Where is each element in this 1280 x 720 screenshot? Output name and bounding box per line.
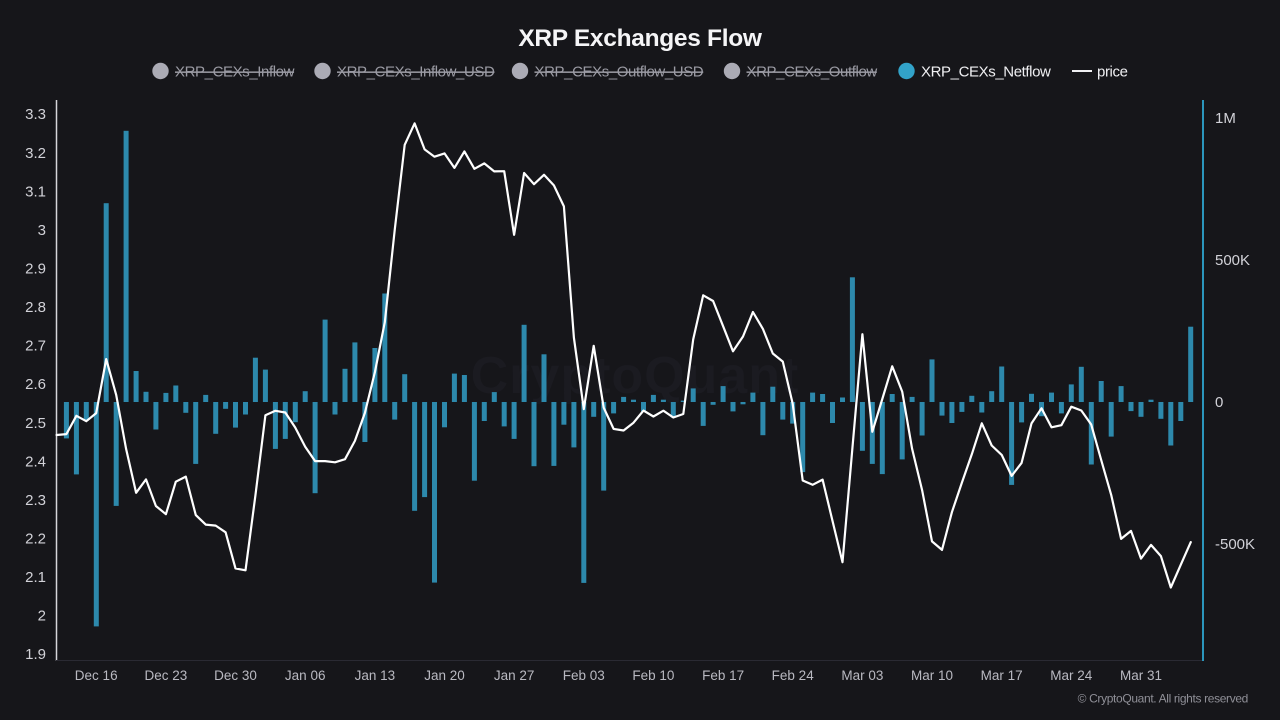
svg-text:Jan 13: Jan 13 <box>355 668 396 683</box>
svg-text:Dec 16: Dec 16 <box>75 668 118 683</box>
svg-text:Mar 24: Mar 24 <box>1050 668 1093 683</box>
svg-text:2.8: 2.8 <box>25 299 46 316</box>
svg-text:2.4: 2.4 <box>25 453 46 470</box>
svg-text:XRP_CEXs_Inflow_USD: XRP_CEXs_Inflow_USD <box>337 64 495 81</box>
svg-text:2.7: 2.7 <box>25 338 46 355</box>
svg-text:2.2: 2.2 <box>25 531 46 548</box>
svg-text:XRP_CEXs_Netflow: XRP_CEXs_Netflow <box>921 64 1051 81</box>
svg-text:Mar 17: Mar 17 <box>981 668 1023 683</box>
svg-text:XRP_CEXs_Outflow: XRP_CEXs_Outflow <box>747 64 878 81</box>
svg-text:3.1: 3.1 <box>25 183 46 200</box>
svg-text:2.5: 2.5 <box>25 415 46 432</box>
svg-text:Feb 10: Feb 10 <box>632 668 674 683</box>
svg-text:-500K: -500K <box>1215 536 1255 553</box>
svg-text:Feb 24: Feb 24 <box>772 668 815 683</box>
svg-text:Jan 06: Jan 06 <box>285 668 326 683</box>
svg-text:XRP_CEXs_Outflow_USD: XRP_CEXs_Outflow_USD <box>535 64 704 81</box>
svg-text:0: 0 <box>1215 394 1223 411</box>
svg-text:Jan 27: Jan 27 <box>494 668 535 683</box>
svg-text:price: price <box>1097 64 1128 81</box>
svg-text:1M: 1M <box>1215 110 1236 127</box>
svg-text:2.1: 2.1 <box>25 569 46 586</box>
svg-text:XRP Exchanges Flow: XRP Exchanges Flow <box>518 25 763 52</box>
svg-text:2.9: 2.9 <box>25 261 46 278</box>
svg-text:XRP_CEXs_Inflow: XRP_CEXs_Inflow <box>175 64 295 81</box>
svg-text:3.2: 3.2 <box>25 145 46 162</box>
svg-text:500K: 500K <box>1215 252 1250 269</box>
svg-text:2.6: 2.6 <box>25 376 46 393</box>
svg-text:3: 3 <box>38 222 46 239</box>
svg-text:Dec 23: Dec 23 <box>145 668 188 683</box>
svg-text:3.3: 3.3 <box>25 106 46 123</box>
svg-text:Mar 10: Mar 10 <box>911 668 953 683</box>
svg-text:Feb 17: Feb 17 <box>702 668 744 683</box>
svg-text:2.3: 2.3 <box>25 492 46 509</box>
svg-text:Mar 03: Mar 03 <box>841 668 883 683</box>
svg-text:1.9: 1.9 <box>25 646 46 663</box>
svg-text:Jan 20: Jan 20 <box>424 668 465 683</box>
svg-text:2: 2 <box>38 608 46 625</box>
svg-text:Dec 30: Dec 30 <box>214 668 257 683</box>
svg-text:CryptoQuant: CryptoQuant <box>471 347 800 405</box>
svg-text:Mar 31: Mar 31 <box>1120 668 1162 683</box>
svg-text:© CryptoQuant. All rights rese: © CryptoQuant. All rights reserved <box>1078 692 1248 706</box>
svg-text:Feb 03: Feb 03 <box>563 668 605 683</box>
